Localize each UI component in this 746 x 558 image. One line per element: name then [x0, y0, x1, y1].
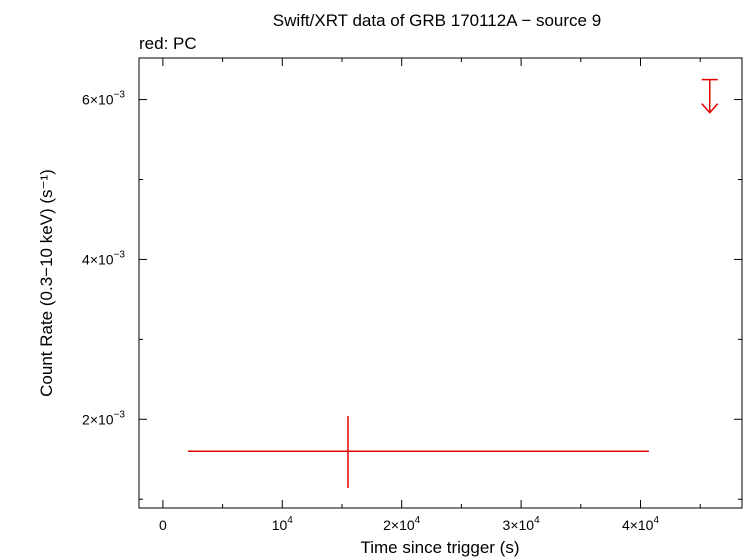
x-tick-label: 104 — [272, 515, 294, 533]
upper-limit-arrow — [701, 103, 719, 114]
y-tick-label: 4×10−3 — [82, 249, 125, 267]
y-tick-label: 2×10−3 — [82, 409, 125, 427]
x-tick-label: 2×104 — [383, 515, 421, 533]
chart-title: Swift/XRT data of GRB 170112A − source 9 — [273, 11, 601, 30]
x-axis-label: Time since trigger (s) — [360, 538, 519, 557]
data-marks — [187, 78, 719, 489]
plot-frame — [138, 57, 743, 509]
x-tick-label: 4×104 — [622, 515, 660, 533]
y-axis: 2×10−3 4×10−3 6×10−3 — [82, 90, 742, 500]
x-tick-label: 3×104 — [503, 515, 541, 533]
x-tick-label: 0 — [159, 517, 167, 533]
y-tick-label: 6×10−3 — [82, 90, 125, 108]
y-axis-label: Count Rate (0.3−10 keV) (s⁻¹) — [37, 169, 56, 397]
x-axis: 0 104 2×104 3×104 4×104 — [159, 58, 701, 533]
chart-subtitle: red: PC — [139, 34, 197, 53]
